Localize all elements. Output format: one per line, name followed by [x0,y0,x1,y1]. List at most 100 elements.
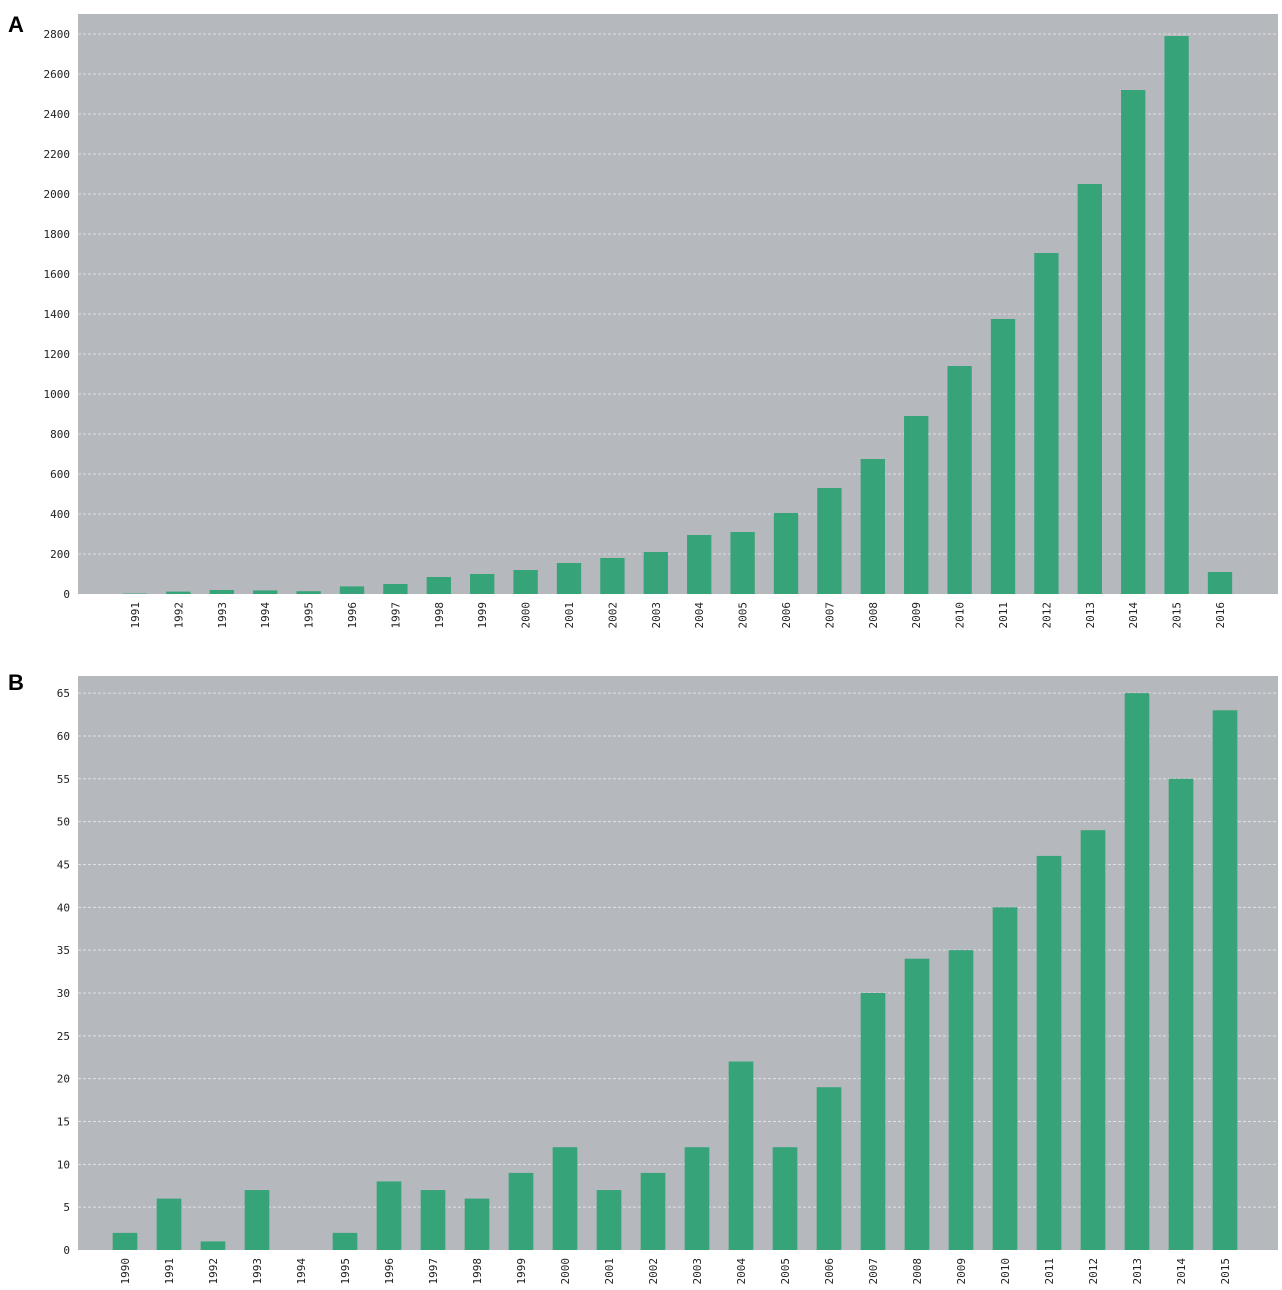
panel-b-x-tick-label: 2001 [603,1258,616,1285]
panel-b-x-tick-label: 2009 [955,1258,968,1285]
panel-a-bar-2016 [1207,572,1233,594]
panel-a-bar-2010 [947,366,972,594]
panel-b-x-tick-label: 2014 [1175,1258,1188,1285]
panel-b-bar-1991 [156,1198,182,1250]
panel-a-bars [122,36,1233,594]
panel-a-bar-2012 [1034,253,1059,594]
panel-a-x-tick-label: 2001 [563,602,576,629]
panel-b-x-tick-label: 2010 [999,1258,1012,1285]
panel-b-plot-area [78,676,1278,1250]
panel-a-bar-2015 [1164,36,1189,594]
panel-a-x-tick-label: 2003 [650,602,663,629]
panel-b-y-tick-label: 25 [57,1030,70,1043]
panel-a-y-tick-label: 400 [50,508,70,521]
panel-b-x-ticks: 1990 1991 1992 1993 1994 1995 1996 1997 1998 1999… [119,1258,1232,1285]
panel-a-bar-1995 [296,591,321,594]
panel-b-bar-1996 [376,1181,402,1250]
panel-b-bar-1997 [420,1190,446,1250]
panel-a-y-tick-label: 2800 [44,28,71,41]
panel-a-x-tick-label: 2005 [737,602,750,629]
panel-b-x-tick-label: 1990 [119,1258,132,1285]
panel-b-x-tick-label: 2015 [1219,1258,1232,1285]
panel-a-x-tick-label: 2008 [867,602,880,629]
panel-a-bar-2004 [687,535,712,594]
panel-a-x-tick-label: 2016 [1214,602,1227,629]
panel-a-x-tick-label: 2011 [997,602,1010,629]
panel-a-y-ticks: 0 200 400 600 800 1000 1200 1400 1600 1800 2000 220… [44,28,71,601]
panel-a-x-tick-label: 2006 [780,602,793,629]
panel-a-y-tick-label: 2600 [44,68,71,81]
panel-a-bar-2007 [817,488,842,594]
panel-a-bar-1994 [253,590,278,594]
panel-b-bar-2014 [1168,778,1194,1250]
panel-b-bar-1999 [508,1172,534,1250]
panel-b-bar-1992 [200,1241,226,1250]
panel-a-bar-2000 [513,570,538,594]
panel-a-y-tick-label: 2200 [44,148,71,161]
panel-a-x-tick-label: 2010 [954,602,967,629]
panel-b-bar-2006 [816,1087,842,1250]
panel-a-x-tick-label: 2013 [1084,602,1097,629]
panel-b-bar-2003 [684,1147,710,1250]
panel-a-y-tick-label: 1000 [44,388,71,401]
panel-b-y-ticks: 0 5 10 15 20 25 30 35 40 45 50 55 60 65 [57,687,70,1257]
panel-b-bar-2008 [904,958,930,1250]
panel-b-bar-2007 [860,992,886,1250]
panel-b-bar-2015 [1212,710,1238,1250]
panel-a-y-tick-label: 0 [63,588,70,601]
panel-a-bar-2009 [904,416,929,594]
panel-b-bar-2000 [552,1147,578,1250]
panel-a-bar-1997 [383,584,408,594]
panel-a-x-tick-label: 2007 [823,602,836,629]
panel-a-x-tick-label: 2000 [520,602,533,629]
panel-b-y-tick-label: 35 [57,944,70,957]
panel-b-x-tick-label: 2011 [1043,1258,1056,1285]
panel-a: A 0 200 400 600 800 1000 1200 1400 1600 1800 2000 2… [8,12,1278,629]
panel-b-x-tick-label: 2006 [823,1258,836,1285]
panel-a-y-tick-label: 200 [50,548,70,561]
panel-a-x-tick-label: 1995 [303,602,316,629]
panel-a-bar-1992 [166,591,191,594]
panel-a-bar-2014 [1121,90,1146,594]
panel-b-y-tick-label: 0 [63,1244,70,1257]
panel-b-x-tick-label: 1998 [471,1258,484,1285]
panel-a-bar-2001 [556,563,582,594]
panel-b-x-tick-label: 2012 [1087,1258,1100,1285]
panel-a-x-tick-label: 2014 [1127,602,1140,629]
panel-b-x-tick-label: 1996 [383,1258,396,1285]
panel-a-x-tick-label: 1992 [172,602,185,629]
panel-a-bar-2003 [643,552,668,594]
panel-a-y-tick-label: 1400 [44,308,71,321]
panel-b-x-tick-label: 2007 [867,1258,880,1285]
panel-a-x-tick-label: 2015 [1171,602,1184,629]
panel-b-y-tick-label: 10 [57,1158,70,1171]
panel-a-bar-2013 [1077,184,1102,594]
panel-b-y-tick-label: 65 [57,687,70,700]
panel-a-x-tick-label: 2004 [693,602,706,629]
panel-a-y-tick-label: 2400 [44,108,71,121]
panel-a-bar-2005 [730,532,755,594]
panel-a-y-tick-label: 1600 [44,268,71,281]
panel-b-x-tick-label: 1999 [515,1258,528,1285]
panel-b-bar-2013 [1124,693,1150,1250]
panel-b-bar-2009 [948,950,974,1250]
panel-a-y-tick-label: 2000 [44,188,71,201]
panel-b-y-tick-label: 50 [57,816,70,829]
panel-a-x-ticks: 1991 1992 1993 1994 1995 1996 1997 1998 1999 2000… [129,602,1227,629]
panel-b-x-tick-label: 1994 [295,1258,308,1285]
panel-b-y-tick-label: 45 [57,858,70,871]
panel-b-bar-2011 [1036,855,1062,1250]
panel-b-x-tick-label: 2013 [1131,1258,1144,1285]
panel-a-x-tick-label: 2009 [910,602,923,629]
panel-b-bar-1993 [244,1190,270,1250]
panel-b-bar-2004 [728,1061,754,1250]
panel-b-label: B [8,670,24,695]
panel-a-bar-2006 [773,513,799,594]
panel-b-bar-1990 [112,1232,138,1250]
panel-b-x-tick-label: 2004 [735,1258,748,1285]
panel-a-bar-1999 [470,574,495,594]
panel-b-bar-2005 [772,1147,798,1250]
panel-b-bar-2002 [640,1172,666,1250]
panel-a-y-tick-label: 1200 [44,348,71,361]
